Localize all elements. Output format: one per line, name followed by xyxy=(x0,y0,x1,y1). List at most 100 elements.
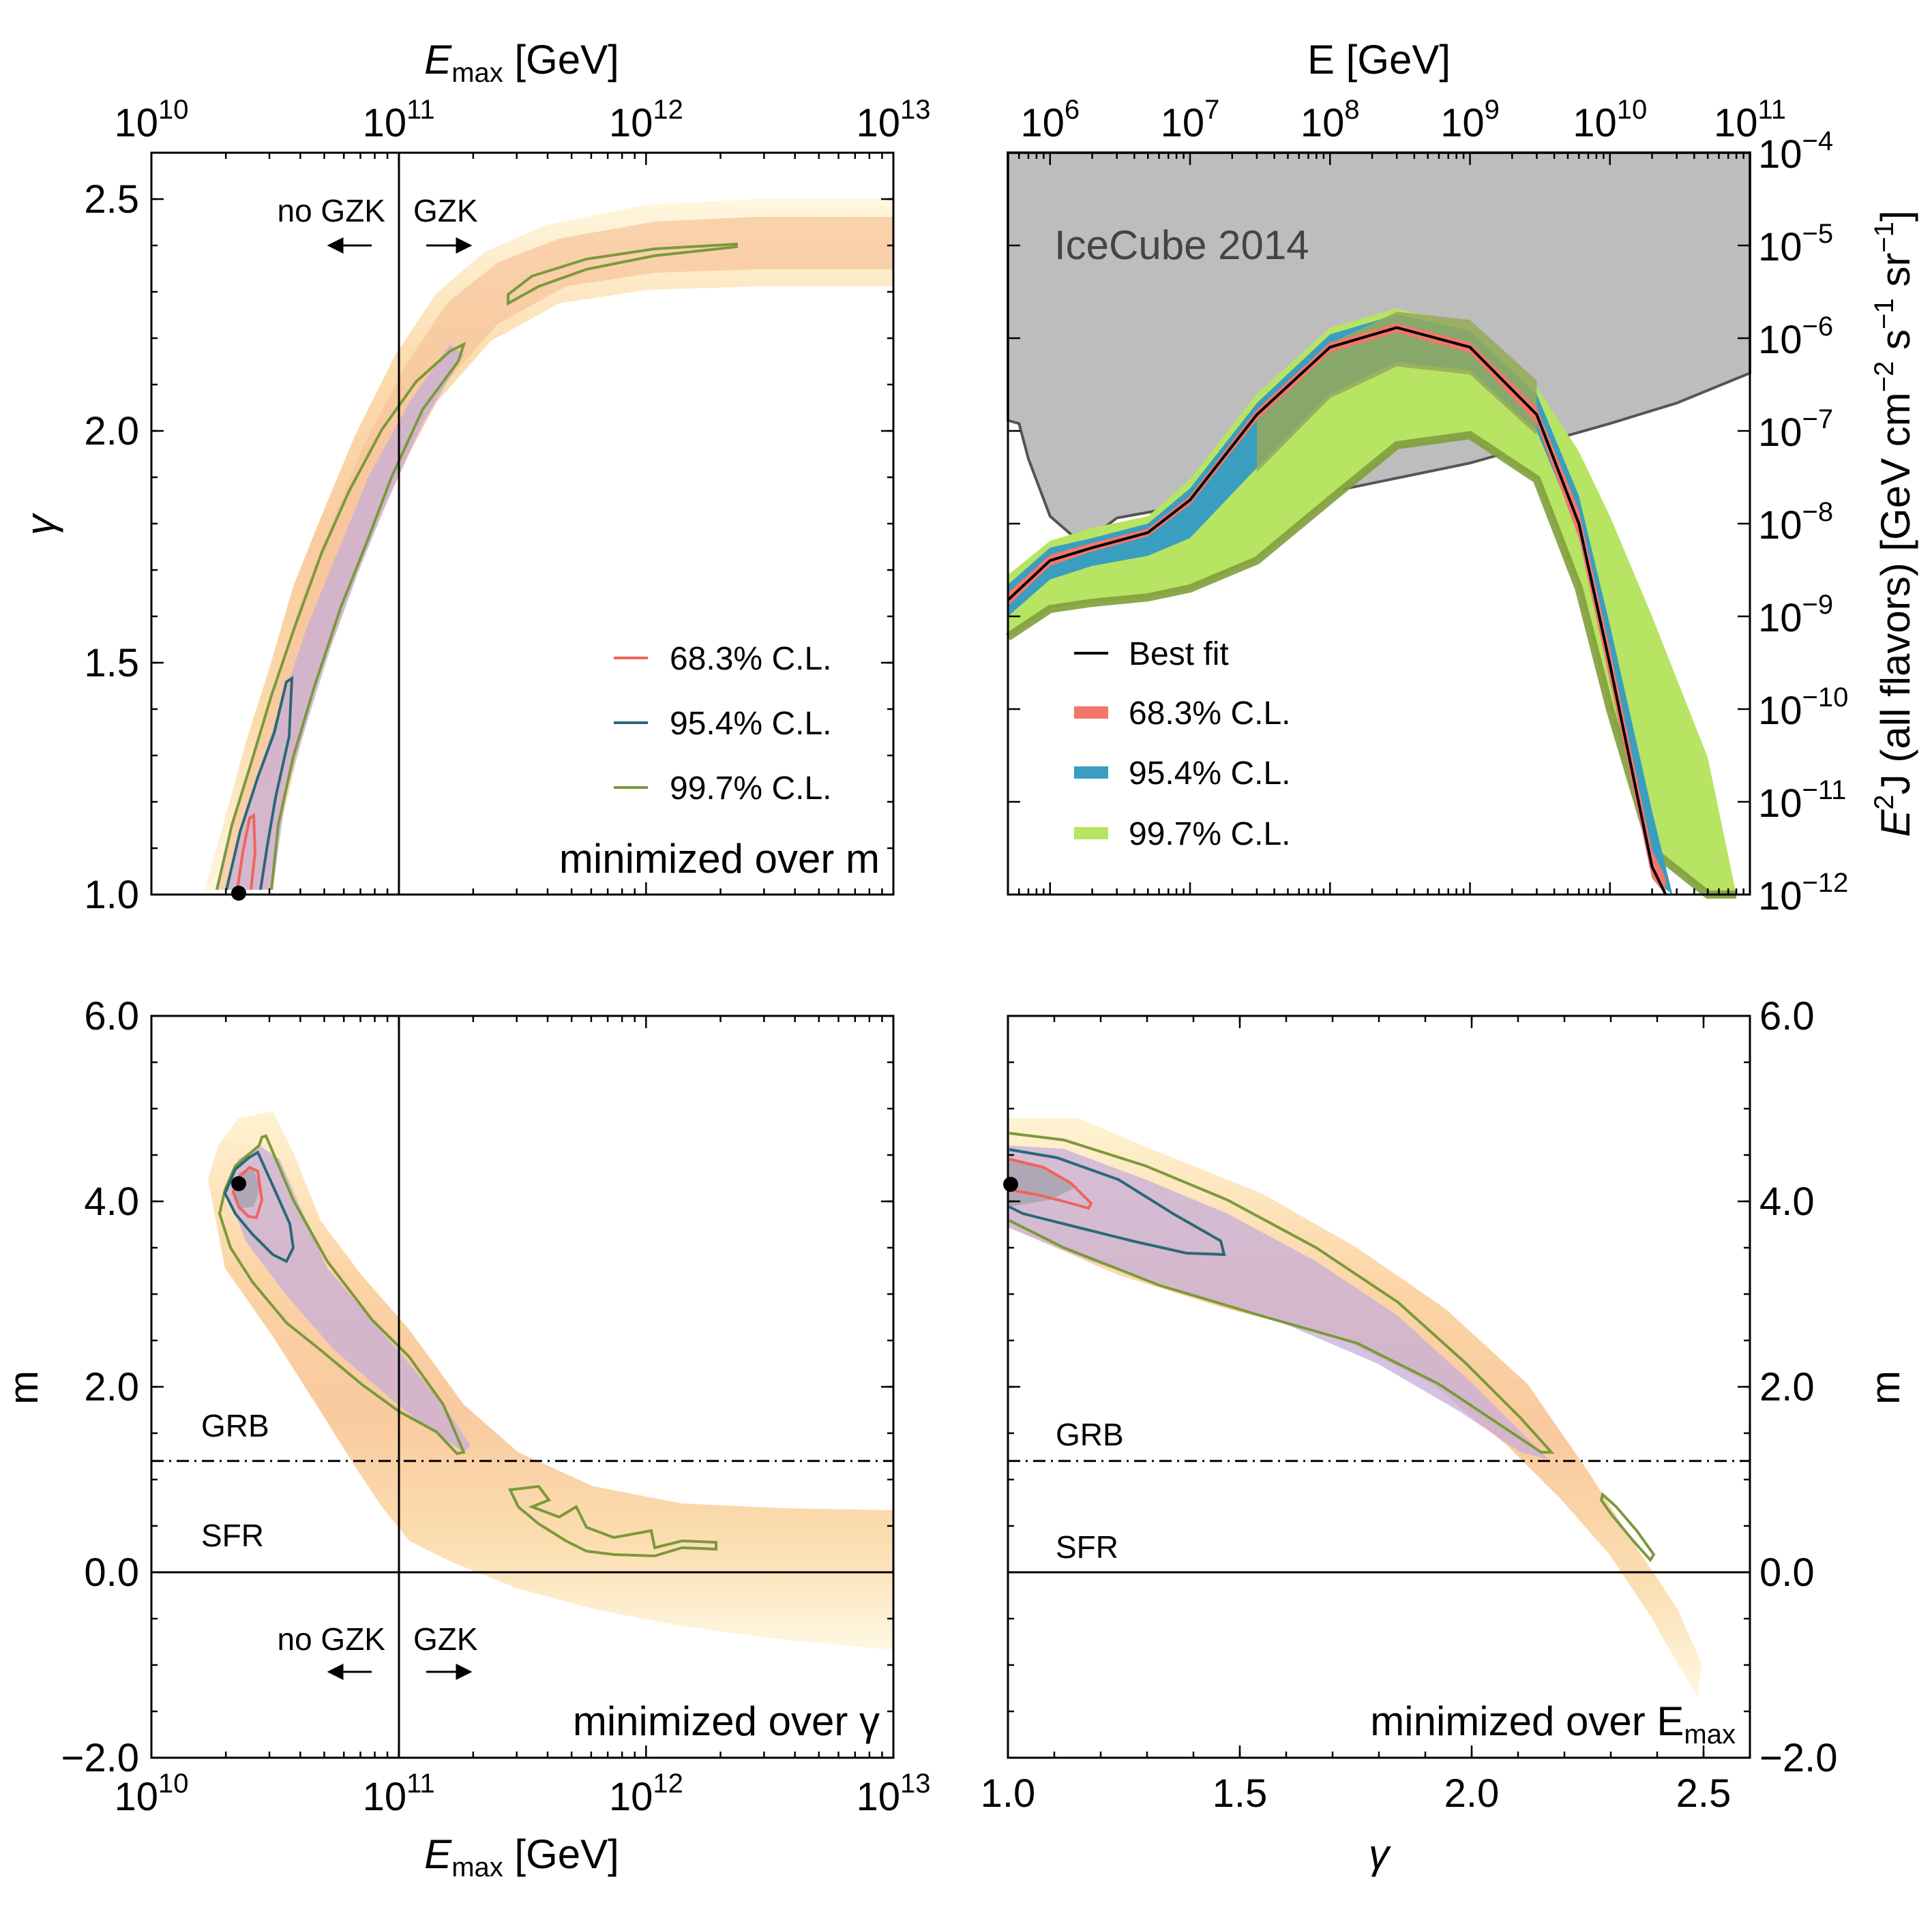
heatmap-core xyxy=(1008,1145,1548,1459)
y-tick-label: 10−12 xyxy=(1758,868,1848,918)
x-tick-label: 1012 xyxy=(609,95,683,145)
legend-label-95: 95.4% C.L. xyxy=(670,706,831,742)
y-axis-title: E2J (all flavors) [GeV cm−2 s−1 sr−1] xyxy=(1869,210,1918,837)
y-tick-label: 10−8 xyxy=(1758,497,1833,548)
x-axis-title: E [GeV] xyxy=(1307,37,1451,82)
likelihood-heatmap xyxy=(1008,1118,1701,1698)
minor-ticks xyxy=(1007,151,1751,896)
x-tick-label: 1010 xyxy=(1573,95,1647,145)
y-tick-label: 2.5 xyxy=(84,177,139,222)
best-fit-point xyxy=(231,886,246,901)
contour-68-3 xyxy=(236,813,257,890)
contour-95-4 xyxy=(225,676,294,890)
y-tick-label: 10−9 xyxy=(1758,590,1833,640)
y-tick-label: 10−6 xyxy=(1758,312,1833,362)
y-tick-label: −2.0 xyxy=(61,1736,140,1780)
x-tick-label: 1013 xyxy=(856,1769,930,1819)
y-tick-label: 4.0 xyxy=(1759,1180,1815,1224)
confidence-contours xyxy=(216,242,738,890)
legend-label-68: 68.3% C.L. xyxy=(670,641,831,677)
heatmap-outer-band xyxy=(208,1111,893,1650)
y-tick-label: 0.0 xyxy=(84,1550,139,1595)
x-tick-label: 2.0 xyxy=(1444,1771,1500,1816)
x-axis-title: γ xyxy=(1369,1831,1391,1877)
y-axis-title: γ xyxy=(18,513,63,535)
x-axis-title: Emax [GeV] xyxy=(424,37,619,88)
best-fit-point xyxy=(231,1176,246,1191)
contour-99-7 xyxy=(216,342,466,890)
y-axis-title: m xyxy=(1,1370,46,1405)
minor-ticks xyxy=(150,153,895,896)
panel-m-vs-emax: 1010 1011 1012 1013 −2.0 0.0 2.0 4.0 6.0 GRB SF… xyxy=(1,994,931,1882)
sfr-label: SFR xyxy=(201,1518,264,1553)
grb-label: GRB xyxy=(1056,1417,1124,1452)
panel-m-vs-gamma: 1.0 1.5 2.0 2.5 −2.0 0.0 2.0 4.0 6.0 GRB SFR mi… xyxy=(981,994,1908,1877)
gzk-label: GZK xyxy=(413,193,478,228)
x-tick-label: 1011 xyxy=(1714,95,1786,145)
x-tick-labels: 1010 1011 1012 1013 xyxy=(114,1769,930,1819)
x-tick-label: 1012 xyxy=(609,1769,683,1819)
y-tick-labels: 10−4 10−5 10−6 10−7 10−8 10−9 10−10 10−11 10−12 xyxy=(1758,126,1848,918)
panel-gamma-vs-emax: 1010 1011 1012 1013 1.0 1.5 2.0 2.5 no GZK GZK… xyxy=(18,37,931,917)
legend-label-997: 99.7% C.L. xyxy=(670,770,831,807)
legend-label-95: 95.4% C.L. xyxy=(1129,755,1290,792)
contour-99-7-upper xyxy=(507,242,738,306)
legend: 68.3% C.L. 95.4% C.L. 99.7% C.L. xyxy=(614,641,831,807)
y-tick-labels: −2.0 0.0 2.0 4.0 6.0 xyxy=(61,994,140,1780)
contour-68-3 xyxy=(1009,1158,1093,1210)
y-tick-label: −2.0 xyxy=(1759,1736,1838,1780)
panel-annotation: minimized over γ xyxy=(573,1698,880,1744)
x-tick-label: 1010 xyxy=(114,1769,188,1819)
x-tick-label: 107 xyxy=(1161,95,1220,145)
y-tick-labels: 1.0 1.5 2.0 2.5 xyxy=(84,177,139,917)
legend: Best fit 68.3% C.L. 95.4% C.L. 99.7% C.L… xyxy=(1074,636,1290,852)
panel-annotation: minimized over Emax xyxy=(1370,1698,1736,1750)
legend-label-68: 68.3% C.L. xyxy=(1129,695,1290,732)
contour-95-4 xyxy=(1009,1148,1226,1257)
y-tick-label: 10−5 xyxy=(1758,219,1833,269)
y-tick-label: 1.5 xyxy=(84,641,139,685)
contour-99-7 xyxy=(218,1134,466,1456)
legend-label-997: 99.7% C.L. xyxy=(1129,816,1290,852)
grb-label: GRB xyxy=(201,1408,269,1443)
x-tick-label: 2.5 xyxy=(1676,1771,1732,1816)
x-tick-label: 1010 xyxy=(114,95,188,145)
y-tick-label: 6.0 xyxy=(1759,994,1815,1038)
contour-99-7 xyxy=(1009,1132,1555,1454)
x-tick-label: 1.0 xyxy=(981,1771,1036,1816)
y-tick-label: 2.0 xyxy=(84,1365,139,1409)
icecube-label: IceCube 2014 xyxy=(1054,222,1309,268)
y-tick-label: 1.0 xyxy=(84,873,139,917)
gzk-label: GZK xyxy=(413,1621,478,1657)
y-tick-label: 10−7 xyxy=(1758,404,1833,455)
y-tick-label: 2.0 xyxy=(1759,1365,1815,1409)
contour-99-7-lower xyxy=(507,1484,717,1558)
legend-label-best-fit: Best fit xyxy=(1129,636,1229,672)
minor-ticks xyxy=(1007,1015,1750,1759)
y-tick-label: 0.0 xyxy=(1759,1550,1815,1595)
y-tick-label: 10−4 xyxy=(1758,126,1833,177)
contour-68-3 xyxy=(231,1165,264,1220)
y-tick-labels: −2.0 0.0 2.0 4.0 6.0 xyxy=(1759,994,1838,1780)
heatmap-core xyxy=(225,1145,471,1452)
x-tick-labels: 106 107 108 109 1010 1011 xyxy=(1020,95,1786,145)
y-tick-label: 10−11 xyxy=(1758,775,1846,826)
x-tick-label: 1011 xyxy=(363,95,435,145)
best-fit-curve xyxy=(1007,326,1667,895)
x-tick-label: 1.5 xyxy=(1213,1771,1268,1816)
x-tick-labels: 1.0 1.5 2.0 2.5 xyxy=(981,1771,1732,1816)
axes-frame xyxy=(1007,1015,1751,1759)
y-tick-label: 10−10 xyxy=(1758,682,1848,733)
heatmap-core xyxy=(225,344,464,890)
panel-annotation: minimized over m xyxy=(559,836,880,882)
likelihood-heatmap xyxy=(208,1111,893,1650)
x-axis-title: Emax [GeV] xyxy=(424,1831,619,1882)
y-tick-label: 2.0 xyxy=(84,409,139,453)
confidence-contours xyxy=(218,1134,717,1558)
x-tick-label: 106 xyxy=(1020,95,1080,145)
y-axis-title: m xyxy=(1862,1370,1908,1405)
confidence-contours xyxy=(1009,1132,1656,1563)
x-tick-label: 1013 xyxy=(856,95,930,145)
heatmap-peak xyxy=(1008,1159,1078,1207)
